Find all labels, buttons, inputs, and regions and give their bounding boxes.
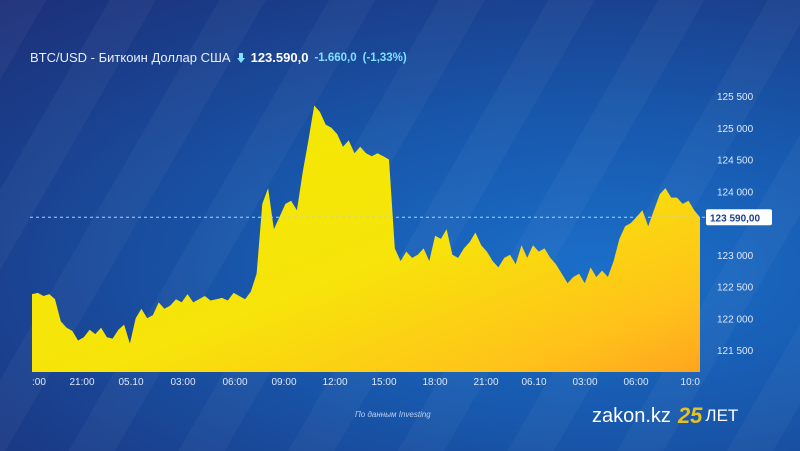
y-tick-label: 124 000 xyxy=(717,187,754,198)
x-tick-label: 10:0 xyxy=(681,377,701,388)
brand-years-suffix: ЛЕТ xyxy=(705,406,739,425)
y-tick-label: 124 500 xyxy=(717,156,754,167)
price-area-series xyxy=(32,105,700,372)
x-tick-label: 06:00 xyxy=(222,377,247,388)
data-source-note: По данным Investing xyxy=(355,410,431,419)
y-tick-label: 122 500 xyxy=(717,283,754,294)
last-price-badge xyxy=(706,209,772,226)
arrow-down-icon xyxy=(236,52,245,63)
x-tick-label: 09:00 xyxy=(271,377,296,388)
y-tick-label: 125 500 xyxy=(717,92,754,103)
x-tick-label: 15:00 xyxy=(371,377,396,388)
brand-logo: zakon.kz 25 ЛЕТ xyxy=(592,403,738,429)
price-change: -1.660,0 xyxy=(314,51,357,64)
x-tick-label: 05.10 xyxy=(118,377,143,388)
x-tick-label: 06.10 xyxy=(521,377,546,388)
x-tick-label: :00 xyxy=(32,377,46,388)
price-change-percent: (-1,33%) xyxy=(362,51,407,64)
instrument-title: BTC/USD - Биткоин Доллар США xyxy=(30,50,231,65)
last-price-label: 123 590,00 xyxy=(710,213,760,224)
chart-header: BTC/USD - Биткоин Доллар США 123.590,0 -… xyxy=(30,50,407,65)
y-tick-label: 125 000 xyxy=(717,124,754,135)
brand-name: zakon.kz xyxy=(592,404,671,427)
x-tick-label: 12:00 xyxy=(322,377,347,388)
x-tick-label: 21:00 xyxy=(69,377,94,388)
brand-years: 25 xyxy=(677,403,703,428)
y-tick-label: 122 000 xyxy=(717,314,754,325)
y-tick-label: 123 000 xyxy=(717,251,754,262)
x-tick-label: 03:00 xyxy=(572,377,597,388)
x-tick-label: 03:00 xyxy=(170,377,195,388)
current-price: 123.590,0 xyxy=(250,50,309,65)
y-tick-label: 121 500 xyxy=(717,346,754,357)
x-tick-label: 18:00 xyxy=(422,377,447,388)
x-tick-label: 21:00 xyxy=(473,377,498,388)
x-tick-label: 06:00 xyxy=(623,377,648,388)
